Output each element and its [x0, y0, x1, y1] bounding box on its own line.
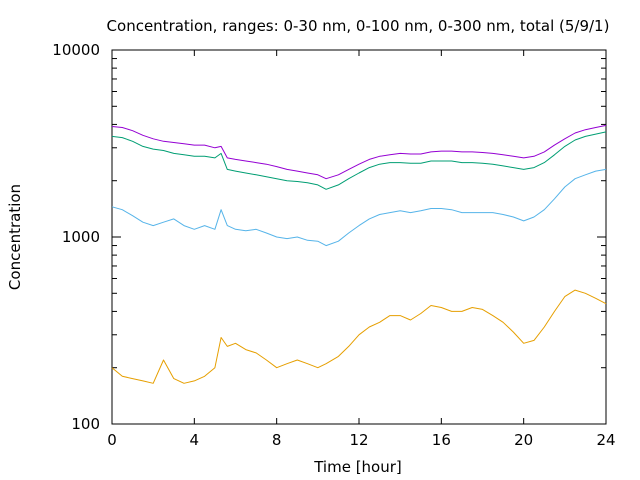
- series-group: [111, 124, 607, 384]
- series-line-3: [111, 168, 607, 247]
- plot-frame: [111, 49, 607, 425]
- x-tick-label: 12: [349, 431, 368, 449]
- x-axis-label: Time [hour]: [313, 458, 402, 476]
- x-tick-label: 24: [596, 431, 615, 449]
- axis-ticks: [111, 49, 607, 425]
- y-tick-labels: 100 1000 10000: [52, 41, 100, 433]
- chart-title: Concentration, ranges: 0-30 nm, 0-100 nm…: [107, 17, 610, 35]
- x-tick-label: 8: [272, 431, 282, 449]
- x-tick-label: 4: [190, 431, 200, 449]
- y-tick-label: 100: [71, 415, 100, 433]
- series-line-4: [111, 289, 607, 384]
- y-axis-label: Concentration: [6, 184, 24, 290]
- series-line-1: [111, 124, 607, 180]
- y-tick-label: 1000: [62, 228, 100, 246]
- series-line-2: [111, 131, 607, 190]
- y-tick-label: 10000: [52, 41, 100, 59]
- x-tick-label: 0: [107, 431, 117, 449]
- x-tick-labels: 0 4 8 12 16 20 24: [107, 431, 615, 449]
- x-tick-label: 20: [514, 431, 533, 449]
- x-tick-label: 16: [432, 431, 451, 449]
